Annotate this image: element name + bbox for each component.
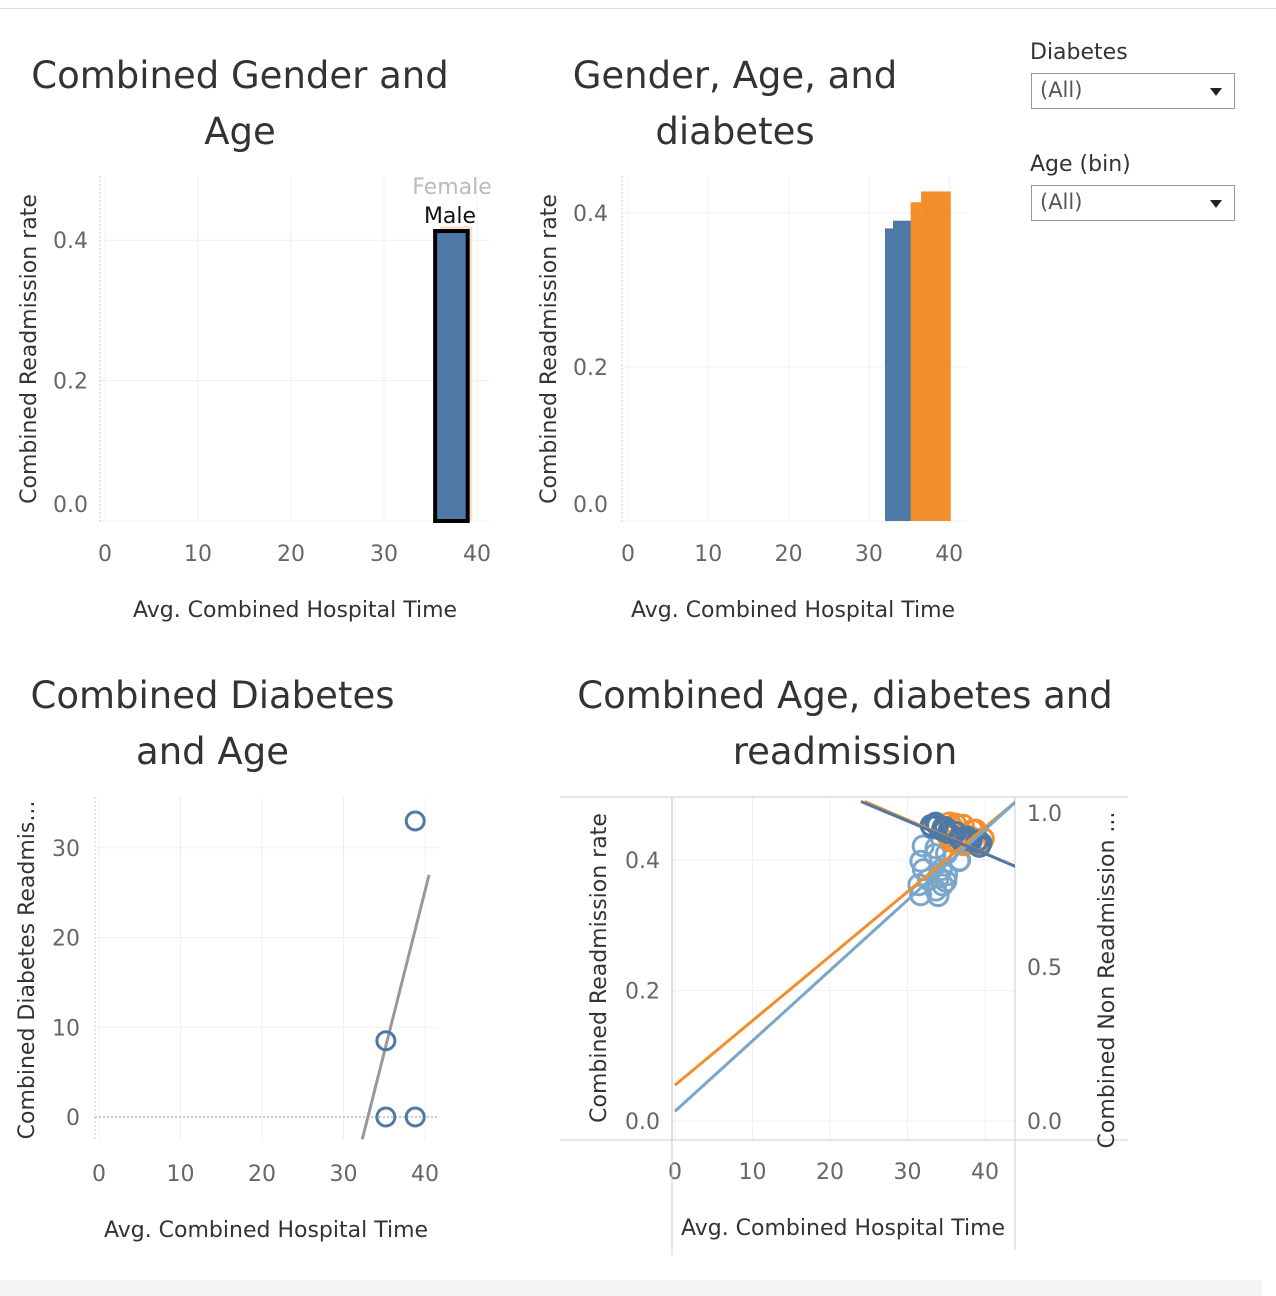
x-tick-label: 30 <box>855 542 883 567</box>
data-point-light-blue <box>911 834 935 858</box>
y-axis-title: Combined Diabetes Readmis... <box>15 801 40 1140</box>
chart1-title: Combined Gender and Age <box>31 54 449 153</box>
data-point <box>375 1106 397 1128</box>
y-tick-label: 0.2 <box>625 980 660 1005</box>
bar-label-male: Male <box>424 204 476 229</box>
x-tick-label: 30 <box>894 1160 922 1185</box>
y-tick-label: 0.2 <box>573 356 608 381</box>
x-tick-label: 0 <box>92 1162 106 1187</box>
trend-line <box>360 874 431 1140</box>
right-y-axis-title: Combined Non Readmission ... <box>1095 812 1120 1149</box>
x-tick-label: 20 <box>277 542 305 567</box>
bar-segment <box>910 202 922 521</box>
age-filter-label: Age (bin) <box>1030 152 1131 177</box>
x-tick-label: 30 <box>330 1162 358 1187</box>
right-y-tick-label: 0.0 <box>1027 1110 1062 1135</box>
right-y-tick-label: 0.5 <box>1027 956 1062 981</box>
dropdown-arrow-icon <box>1210 200 1222 208</box>
data-point <box>404 1106 426 1128</box>
y-axis-title: Combined Readmission rate <box>17 194 42 504</box>
x-axis-title: Avg. Combined Hospital Time <box>681 1216 1005 1241</box>
x-axis-title: Avg. Combined Hospital Time <box>104 1218 428 1243</box>
bar-segment <box>884 228 893 521</box>
y-tick-label: 0.0 <box>625 1110 660 1135</box>
x-tick-label: 20 <box>775 542 803 567</box>
diabetes-filter-label: Diabetes <box>1030 40 1128 65</box>
x-tick-label: 10 <box>184 542 212 567</box>
bar-label-female: Female <box>412 175 492 200</box>
x-tick-label: 10 <box>694 542 722 567</box>
plot-area <box>673 800 1015 1113</box>
x-tick-label: 40 <box>971 1160 999 1185</box>
trend-line <box>860 800 1015 868</box>
x-tick-label: 40 <box>463 542 491 567</box>
trend-line <box>673 800 1015 1113</box>
y-axis-title: Combined Readmission rate <box>537 194 562 504</box>
y-axis-title: Combined Readmission rate <box>587 813 612 1123</box>
x-tick-label: 30 <box>370 542 398 567</box>
data-point <box>375 1030 397 1052</box>
x-tick-label: 20 <box>816 1160 844 1185</box>
data-point-light-blue <box>929 858 953 882</box>
y-tick-label: 0.0 <box>53 493 88 518</box>
y-tick-label: 0.2 <box>53 370 88 395</box>
data-point-light-blue <box>909 849 933 873</box>
y-tick-label: 0.4 <box>573 202 608 227</box>
chart2-title: Gender, Age, and diabetes <box>572 54 898 153</box>
age-filter-dropdown[interactable]: (All) <box>1031 185 1235 221</box>
right-y-tick-label: 1.0 <box>1027 802 1062 827</box>
bottom-toolbar <box>0 1280 1262 1296</box>
y-tick-label: 0.4 <box>53 229 88 254</box>
x-tick-label: 0 <box>668 1160 682 1185</box>
trend-line <box>674 800 1015 1087</box>
chart4-title: Combined Age, diabetes and readmission <box>577 674 1113 773</box>
y-tick-label: 30 <box>52 837 80 862</box>
x-axis-title: Avg. Combined Hospital Time <box>631 598 955 623</box>
x-tick-label: 0 <box>621 542 635 567</box>
x-tick-label: 40 <box>935 542 963 567</box>
x-tick-label: 10 <box>167 1162 195 1187</box>
chart3-title: Combined Diabetes and Age <box>30 674 395 773</box>
y-tick-label: 0.4 <box>625 849 660 874</box>
x-tick-label: 0 <box>98 542 112 567</box>
data-point-blue <box>957 827 981 851</box>
age-filter-value: (All) <box>1040 190 1083 214</box>
y-tick-label: 10 <box>52 1016 80 1041</box>
x-axis-title: Avg. Combined Hospital Time <box>133 598 457 623</box>
bar-male <box>433 229 470 523</box>
diabetes-filter-value: (All) <box>1040 78 1083 102</box>
x-tick-label: 10 <box>739 1160 767 1185</box>
x-tick-label: 20 <box>248 1162 276 1187</box>
y-tick-label: 0.0 <box>573 493 608 518</box>
y-tick-label: 0 <box>66 1106 80 1131</box>
dropdown-arrow-icon <box>1210 88 1222 96</box>
y-tick-label: 20 <box>52 927 80 952</box>
diabetes-filter-dropdown[interactable]: (All) <box>1031 73 1235 109</box>
x-tick-label: 40 <box>411 1162 439 1187</box>
top-divider <box>0 8 1276 9</box>
bar-segment <box>921 191 951 521</box>
data-point <box>404 810 426 832</box>
